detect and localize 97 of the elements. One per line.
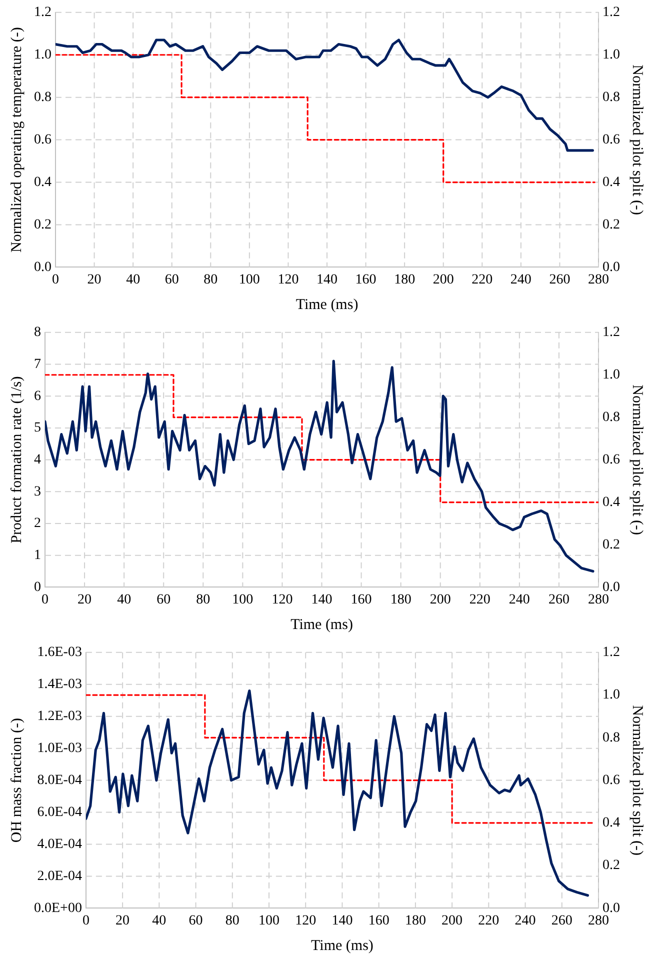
- y-tick-label: 0.2: [34, 217, 52, 232]
- x-tick-label: 220: [472, 272, 493, 288]
- y2-tick-label: 0.4: [602, 816, 620, 831]
- y2-tick-label: 0.4: [602, 494, 620, 510]
- y2-tick-label: 1.2: [602, 5, 620, 20]
- y2-tick-label: 1.0: [602, 368, 620, 383]
- y2-tick-label: 0.2: [602, 537, 620, 552]
- x-tick-label: 20: [87, 272, 102, 288]
- x-tick-label: 160: [350, 592, 372, 608]
- x-tick-label: 280: [588, 272, 609, 288]
- y2-tick-label: 0.0: [602, 580, 620, 595]
- x-tick-label: 160: [368, 913, 390, 928]
- x-tick-label: 180: [390, 592, 412, 608]
- y-tick-label: 4: [34, 452, 41, 468]
- x-tick-label: 220: [478, 913, 500, 928]
- x-tick-label: 80: [204, 272, 218, 288]
- y-tick-label: 1.6E-03: [37, 645, 82, 660]
- y-axis-title: Product formation rate (1/s): [8, 376, 25, 544]
- y2-tick-label: 1.2: [602, 645, 620, 660]
- x-tick-label: 200: [430, 592, 451, 608]
- x-tick-label: 40: [152, 913, 166, 928]
- y2-tick-label: 0.2: [602, 858, 620, 874]
- y2-tick-label: 0.6: [602, 452, 620, 468]
- y2-tick-label: 1.2: [602, 325, 620, 340]
- y-axis-title: Normalized operating temperature (-): [8, 27, 25, 252]
- y-tick-label: 1: [34, 548, 41, 564]
- x-tick-label: 160: [355, 272, 376, 288]
- x-tick-label: 180: [394, 272, 416, 288]
- y2-tick-label: 0.8: [602, 730, 620, 746]
- y2-axis-title: Normalized pilot split (-): [629, 64, 646, 215]
- y2-tick-label: 0.0: [602, 260, 620, 275]
- x-tick-label: 260: [551, 913, 572, 928]
- x-tick-label: 80: [196, 592, 210, 608]
- x-tick-label: 40: [117, 592, 132, 608]
- y-tick-label: 0.8: [34, 90, 52, 106]
- y2-tick-label: 0.0: [602, 900, 620, 916]
- x-tick-label: 180: [404, 913, 426, 928]
- y-tick-label: 6.0E-04: [37, 804, 82, 820]
- y2-tick-label: 0.2: [602, 217, 620, 232]
- y-tick-label: 0.0: [34, 260, 52, 275]
- x-tick-label: 60: [164, 272, 179, 288]
- x-tick-label: 260: [549, 272, 570, 288]
- x-tick-label: 100: [232, 592, 254, 608]
- x-tick-label: 60: [156, 592, 171, 608]
- y-tick-label: 2.0E-04: [37, 868, 82, 884]
- y2-tick-label: 0.6: [602, 132, 620, 148]
- y-tick-label: 6: [34, 388, 41, 404]
- y-axis-title: OH mass fraction (-): [8, 718, 25, 843]
- y-tick-label: 1.0E-03: [37, 740, 82, 756]
- x-tick-label: 20: [116, 913, 130, 928]
- x-tick-label: 200: [432, 272, 454, 288]
- x-tick-label: 280: [588, 592, 609, 608]
- x-tick-label: 140: [311, 592, 332, 608]
- y-tick-label: 3: [34, 484, 41, 500]
- y-tick-label: 1.4E-03: [37, 677, 82, 692]
- x-axis-title: Time (ms): [290, 616, 353, 633]
- x-tick-label: 120: [278, 272, 299, 288]
- y-tick-label: 0.4: [34, 174, 52, 190]
- y-tick-label: 8.0E-04: [37, 772, 82, 788]
- y2-tick-label: 0.6: [602, 772, 620, 788]
- y-tick-label: 8: [34, 325, 41, 340]
- x-tick-label: 240: [508, 592, 530, 608]
- x-tick-label: 120: [295, 913, 316, 928]
- y2-tick-label: 0.8: [602, 90, 620, 106]
- x-tick-label: 140: [332, 913, 353, 928]
- y2-axis-title: Normalized pilot split (-): [629, 705, 646, 856]
- y2-tick-label: 1.0: [602, 688, 620, 703]
- y2-tick-label: 0.4: [602, 174, 620, 190]
- y2-tick-label: 0.8: [602, 410, 620, 426]
- x-tick-label: 220: [469, 592, 490, 608]
- y-tick-label: 1.2: [34, 5, 52, 20]
- x-tick-label: 40: [126, 272, 140, 288]
- x-tick-label: 100: [238, 272, 260, 288]
- x-tick-label: 280: [588, 913, 609, 928]
- x-axis-title: Time (ms): [311, 938, 374, 954]
- y2-axis-title: Normalized pilot split (-): [629, 384, 646, 535]
- y2-tick-label: 1.0: [602, 48, 620, 63]
- x-tick-label: 80: [225, 913, 240, 928]
- x-tick-label: 140: [316, 272, 338, 288]
- y-tick-label: 1.0: [34, 48, 52, 63]
- y-tick-label: 7: [34, 356, 41, 372]
- x-tick-label: 60: [188, 913, 203, 928]
- x-tick-label: 240: [514, 913, 536, 928]
- y-tick-label: 5: [34, 420, 41, 436]
- x-tick-label: 120: [272, 592, 293, 608]
- x-tick-label: 20: [78, 592, 92, 608]
- x-axis-title: Time (ms): [296, 296, 358, 313]
- x-tick-label: 200: [442, 913, 463, 928]
- y-tick-label: 0.0E+00: [34, 900, 82, 916]
- y-tick-label: 2: [34, 516, 41, 532]
- y-tick-label: 1.2E-03: [37, 709, 82, 724]
- y-tick-label: 0.6: [34, 132, 52, 148]
- y-tick-label: 4.0E-04: [37, 836, 82, 852]
- x-tick-label: 100: [258, 913, 280, 928]
- x-tick-label: 240: [510, 272, 532, 288]
- x-tick-label: 260: [548, 592, 570, 608]
- y-tick-label: 0: [34, 580, 41, 595]
